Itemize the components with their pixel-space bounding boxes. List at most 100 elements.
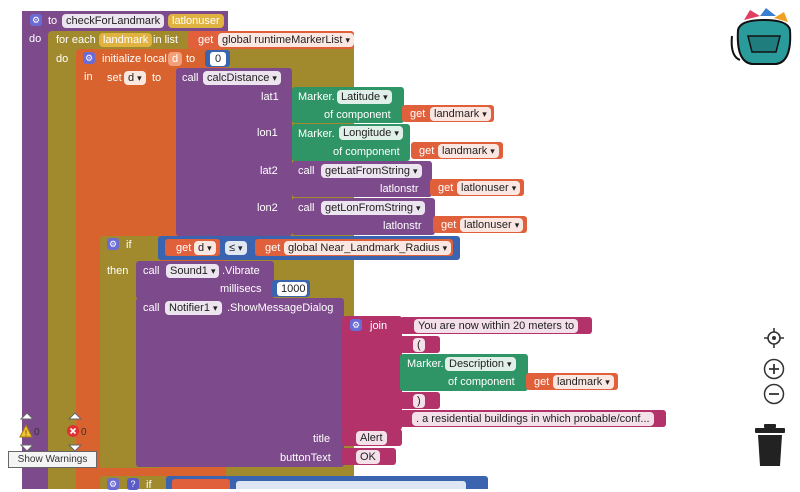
text-value-3[interactable]: ) [413,394,425,408]
btn-value[interactable]: OK [356,450,380,464]
landmark-dropdown[interactable]: landmark [430,107,491,121]
error-icon [66,424,80,438]
lon1-label: lon1 [257,127,278,139]
error-count: 0 [81,427,87,438]
gear-icon[interactable]: ⚙ [350,319,362,331]
call-label: call [143,265,160,277]
if-label: if [146,479,152,491]
init-var[interactable]: d [168,52,183,66]
landmark-dropdown[interactable]: landmark [553,375,614,389]
help-icon[interactable]: ? [127,478,139,490]
calc-call-label: call [182,72,199,84]
init-in-label: in [84,71,93,83]
ofcomp-label: of component [448,376,515,388]
call-label: call [143,302,160,314]
backpack-icon[interactable] [730,6,796,68]
longitude-dropdown[interactable]: Longitude [339,126,403,140]
foreach-label: for each [56,34,96,46]
buttontext-label: buttonText [280,452,331,464]
landmark-dropdown[interactable]: landmark [438,144,499,158]
getlon-dropdown[interactable]: getLonFromString [321,201,425,215]
lat1-label: lat1 [261,91,279,103]
foreach-inlist-label: in list [153,34,179,46]
foreach-get-label: get [198,34,214,46]
marker-label: Marker. [298,91,335,103]
proc-param[interactable]: latlonuser [168,14,224,28]
get-label: get [438,182,454,194]
global-radius-dropdown[interactable]: global Near_Landmark_Radius [284,241,452,255]
set-block[interactable] [100,68,180,236]
recenter-icon[interactable] [763,327,785,349]
get-label: get [419,145,435,157]
notifier-block[interactable] [136,298,344,467]
set-label: set [107,72,122,84]
text-value-2[interactable]: ( [413,338,425,352]
init-to-label: to [186,53,196,65]
latlonuser-dropdown[interactable]: latlonuser [457,181,521,195]
marker-label: Marker. [298,128,335,140]
d-dropdown[interactable]: d [194,241,216,255]
millisecs-label: millisecs [220,283,262,295]
gear-icon[interactable]: ⚙ [30,14,42,26]
trash-icon[interactable] [754,423,786,467]
ofcomp-label: of component [333,146,400,158]
proc-to-label: to [48,15,58,27]
if-label: if [126,239,132,251]
init-label: initialize local [102,53,167,65]
calc-proc-dropdown[interactable]: calcDistance [203,71,281,85]
warning-icon: ! [19,423,33,438]
sound-component-dropdown[interactable]: Sound1 [166,264,220,278]
error-arrows[interactable] [67,412,83,452]
show-warnings-label: Show Warnings [17,454,88,465]
svg-text:!: ! [25,429,27,438]
proc-name-field[interactable]: checkForLandmark [62,14,165,28]
warning-arrows[interactable] [19,412,35,452]
join-block[interactable] [342,316,402,430]
millisecs-value[interactable]: 1000 [277,282,307,296]
latitude-dropdown[interactable]: Latitude [337,90,392,104]
next-get-d-block[interactable] [172,479,230,489]
showmessage-method: .ShowMessageDialog [227,302,334,314]
init-value[interactable]: 0 [210,52,226,66]
call-label: call [298,165,315,177]
get-label: get [534,376,550,388]
arrow-up-down-icon [19,412,35,452]
zoom-in-icon[interactable] [763,358,785,380]
title-label: title [313,433,331,445]
foreach-list-dropdown[interactable]: global runtimeMarkerList [218,33,354,47]
arrow-up-down-icon [67,412,83,452]
zoom-out-icon[interactable] [763,383,785,405]
next-compare-slot [236,481,466,489]
then-label: then [107,265,129,277]
title-value[interactable]: Alert [356,431,387,445]
get-label: get [441,219,457,231]
lat2-label: lat2 [260,165,278,177]
calc-distance-call[interactable] [176,68,292,236]
set-to-label: to [152,72,162,84]
gear-icon[interactable]: ⚙ [83,52,95,64]
latlonstr-label: latlonstr [380,183,419,195]
vibrate-method: .Vibrate [222,265,260,277]
lon2-label: lon2 [257,202,278,214]
warning-count: 0 [34,427,40,438]
foreach-do-label: do [56,53,69,65]
get-label: get [176,242,192,254]
text-value-4[interactable]: . a residential buildings in which proba… [412,412,654,426]
latlonuser-dropdown[interactable]: latlonuser [460,218,524,232]
show-warnings-button[interactable]: Show Warnings [8,451,97,468]
gear-icon[interactable]: ⚙ [107,478,119,490]
set-var-dropdown[interactable]: d [124,71,146,85]
call-label: call [298,202,315,214]
foreach-var[interactable]: landmark [99,33,153,47]
notifier-component-dropdown[interactable]: Notifier1 [165,301,222,315]
proc-do-label: do [29,33,42,45]
get-label: get [265,242,281,254]
operator-dropdown[interactable]: ≤ [225,241,247,255]
description-dropdown[interactable]: Description [445,357,516,371]
gear-icon[interactable]: ⚙ [107,238,119,250]
ofcomp-label: of component [324,109,391,121]
join-label: join [370,320,388,332]
text-value-1[interactable]: You are now within 20 meters to [414,319,579,333]
getlat-dropdown[interactable]: getLatFromString [321,164,422,178]
latlonstr-label: latlonstr [383,220,422,232]
